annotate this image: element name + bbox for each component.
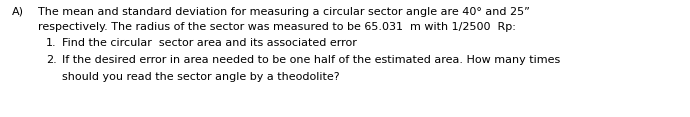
Text: If the desired error in area needed to be one half of the estimated area. How ma: If the desired error in area needed to b…	[62, 55, 560, 65]
Text: should you read the sector angle by a theodolite?: should you read the sector angle by a th…	[62, 72, 339, 82]
Text: respectively. The radius of the sector was measured to be 65.031  m with 1/2500 : respectively. The radius of the sector w…	[38, 22, 516, 32]
Text: Find the circular  sector area and its associated error: Find the circular sector area and its as…	[62, 38, 357, 48]
Text: 1.: 1.	[46, 38, 57, 48]
Text: A): A)	[12, 7, 24, 17]
Text: The mean and standard deviation for measuring a circular sector angle are 40° an: The mean and standard deviation for meas…	[38, 7, 530, 17]
Text: 2.: 2.	[46, 55, 57, 65]
